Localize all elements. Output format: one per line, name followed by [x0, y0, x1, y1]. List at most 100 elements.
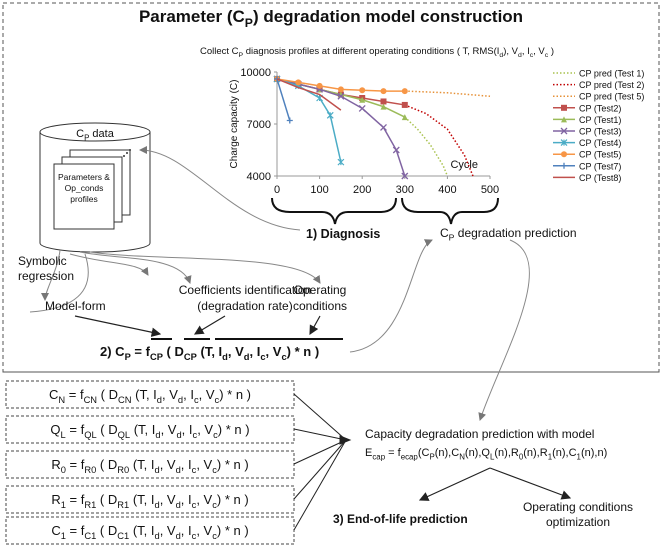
- cp-formula-part: d: [222, 352, 228, 362]
- parameter-formula-part: d: [176, 531, 181, 541]
- cp-prediction-part: P: [449, 233, 455, 243]
- parameter-formula-part: QL: [84, 430, 96, 440]
- legend-label: CP (Test4): [579, 138, 621, 148]
- parameter-formula-part: , V: [196, 492, 212, 507]
- marker: [392, 146, 400, 154]
- parameter-formula-part: C: [49, 387, 58, 402]
- marker: [274, 75, 280, 82]
- symbolic-regression: regression: [18, 269, 74, 283]
- title: Parameter (CP) degradation model constru…: [139, 7, 523, 30]
- parameter-formula-part: ) * n ): [217, 492, 249, 507]
- parameter-formula-part: (T, I: [129, 492, 154, 507]
- chart-title-part: P: [239, 52, 244, 59]
- legend-label: CP pred (Test 1): [579, 69, 644, 79]
- parameter-formula-part: N: [58, 395, 65, 405]
- title-part: ) degradation model construction: [253, 7, 523, 26]
- parameter-formula-part: C1: [84, 531, 96, 541]
- parameter-formula-part: = f: [66, 422, 85, 437]
- cp-data-cylinder: [39, 122, 151, 253]
- parameter-formula-part: R: [51, 492, 60, 507]
- parameter-formula-part: C1: [117, 531, 129, 541]
- ecap-formula-part: E: [365, 447, 372, 459]
- parameter-formula-part: (T, I: [130, 422, 155, 437]
- parameter-formula-part: = f: [66, 492, 85, 507]
- chart-title-part: d: [499, 52, 503, 59]
- parameter-formula-part: , V: [161, 422, 177, 437]
- merge-lines: [293, 393, 572, 531]
- cp-formula-part: CP: [184, 352, 197, 362]
- parameter-formula-part: , V: [160, 523, 176, 538]
- parameter-formula-part: , I: [181, 492, 192, 507]
- optimization: Operating conditions: [523, 500, 633, 514]
- parameter-formula-part: c: [212, 531, 217, 541]
- chart-title-part: c: [545, 52, 549, 59]
- marker: [337, 86, 344, 93]
- ecap-formula-part: (n),C: [552, 447, 577, 459]
- parameter-formula: R1 = fR1 ( DR1 (T, Id, Vd, Ic, Vc) * n ): [51, 492, 248, 510]
- marker: [380, 103, 387, 110]
- parameter-formula-part: CN: [118, 395, 132, 405]
- operating-conditions: Operating: [294, 283, 347, 297]
- cp-formula-part: c: [260, 352, 265, 362]
- parameter-formula-part: (T, I: [132, 387, 157, 402]
- cp-data-label: CP data: [76, 128, 115, 142]
- chart-title-part: , V: [533, 46, 545, 57]
- parameter-formula-part: , V: [162, 387, 178, 402]
- parameter-formula-part: d: [176, 465, 181, 475]
- y-tick-label: 4000: [247, 171, 271, 183]
- parameter-formula-part: , V: [196, 523, 212, 538]
- cp-formula-part: , I: [250, 344, 261, 359]
- capacity-prediction: Capacity degradation prediction with mod…: [365, 427, 594, 441]
- cp-data-label-part: data: [89, 128, 114, 140]
- cp-data-label-part: P: [84, 133, 89, 142]
- chart-title-part: ): [548, 46, 554, 57]
- parameter-formula-part: R: [51, 457, 60, 472]
- parameter-formula-part: c: [192, 500, 197, 510]
- parameter-formula-part: QL: [118, 430, 130, 440]
- parameter-formula: C1 = fC1 ( DC1 (T, Id, Vd, Ic, Vc) * n ): [51, 523, 248, 541]
- cp-formula-part: = f: [131, 344, 151, 359]
- parameter-formula: QL = fQL ( DQL (T, Id, Vd, Ic, Vc) * n ): [50, 422, 249, 440]
- marker: [561, 116, 567, 123]
- marker: [560, 127, 568, 135]
- parameter-formula-part: d: [154, 465, 159, 475]
- parameter-formula-part: , I: [182, 422, 193, 437]
- cp-formula-part: , V: [228, 344, 244, 359]
- parameter-formula-part: d: [154, 531, 159, 541]
- parameter-formula: R0 = fR0 ( DR0 (T, Id, Vd, Ic, Vc) * n ): [51, 457, 248, 475]
- y-axis-label: Charge capacity (C): [229, 80, 240, 169]
- parameter-formula-part: , V: [197, 422, 213, 437]
- parameter-formula-part: R1: [84, 500, 96, 510]
- marker: [337, 92, 345, 100]
- ecap-formula-part: 1: [577, 452, 582, 461]
- y-tick-label: 7000: [247, 119, 271, 131]
- cp-formula-part: ( D: [163, 344, 184, 359]
- operating-conditions: conditions: [293, 299, 347, 313]
- parameter-formula-part: ) * n ): [218, 422, 250, 437]
- parameter-formula-part: ( D: [96, 492, 117, 507]
- parameter-formula-part: d: [155, 430, 160, 440]
- marker: [401, 101, 408, 108]
- parameter-formula-part: d: [154, 500, 159, 510]
- ecap-formula-part: 0: [519, 452, 524, 461]
- parameter-formula: CN = fCN ( DCN (T, Id, Vd, Ic, Vc) * n ): [49, 387, 251, 405]
- chart-title-part: c: [530, 52, 534, 59]
- doc-text: Parameters &: [58, 172, 110, 182]
- x-tick-label: 300: [396, 184, 414, 196]
- x-tick-label: 400: [438, 184, 456, 196]
- series-line: [404, 90, 491, 98]
- ecap-formula-part: (n),Q: [465, 447, 491, 459]
- cp-formula-part: (T, I: [197, 344, 222, 359]
- title-part: Parameter (C: [139, 7, 245, 26]
- marker: [380, 98, 387, 105]
- legend-label: CP pred (Test 2): [579, 80, 644, 90]
- ecap-formula-part: N: [459, 452, 465, 461]
- parameter-formula-part: L: [61, 430, 66, 440]
- parameter-formula-part: d: [157, 395, 162, 405]
- parameter-formula-part: R0: [84, 465, 96, 475]
- parameter-formula-part: = f: [65, 387, 84, 402]
- end-of-life: 3) End-of-life prediction: [333, 512, 468, 526]
- ecap-formula-part: L: [490, 452, 495, 461]
- parameter-formula-part: , V: [199, 387, 215, 402]
- parameter-formula-part: c: [212, 465, 217, 475]
